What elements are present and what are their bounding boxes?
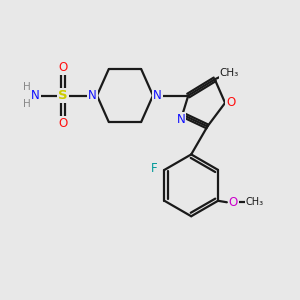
Text: F: F <box>151 162 158 175</box>
Text: H: H <box>23 99 31 109</box>
Text: CH₃: CH₃ <box>246 197 264 207</box>
Text: O: O <box>58 61 68 74</box>
Text: O: O <box>58 117 68 130</box>
Text: N: N <box>153 89 162 102</box>
Text: N: N <box>176 112 185 126</box>
Text: O: O <box>229 196 238 209</box>
Text: N: N <box>88 89 97 102</box>
Text: S: S <box>58 89 68 102</box>
Text: O: O <box>226 96 236 110</box>
Text: H: H <box>23 82 31 92</box>
Text: CH₃: CH₃ <box>220 68 239 78</box>
Text: N: N <box>31 89 40 102</box>
